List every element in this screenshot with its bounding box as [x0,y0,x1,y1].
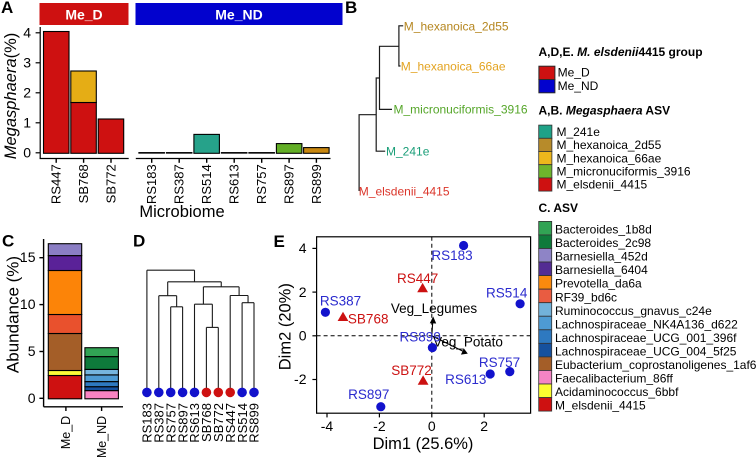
svg-text:B: B [345,0,357,17]
svg-text:RS447: RS447 [223,403,238,443]
svg-text:0: 0 [299,328,307,344]
svg-text:2: 2 [480,418,488,434]
svg-text:2: 2 [23,84,31,100]
svg-text:RS897: RS897 [175,403,190,443]
svg-text:M_hexanoica_66ae: M_hexanoica_66ae [557,151,662,165]
svg-text:RS183: RS183 [431,248,472,263]
svg-text:RS183: RS183 [140,403,155,443]
svg-text:RS183: RS183 [144,164,159,204]
svg-text:M_hexanoica_66ae: M_hexanoica_66ae [401,60,506,74]
svg-text:Veg_Legumes: Veg_Legumes [391,301,478,316]
svg-text:Bacteroides_2c98: Bacteroides_2c98 [555,236,651,250]
svg-text:Acidaminococcus_6bbf: Acidaminococcus_6bbf [555,385,679,399]
svg-text:4: 4 [299,240,307,256]
svg-text:-2: -2 [373,418,386,434]
svg-text:Dim2 (20%): Dim2 (20%) [277,283,295,370]
svg-text:A,D,E. M. elsdenii4415 group: A,D,E. M. elsdenii4415 group [539,45,703,59]
svg-text:RS387: RS387 [172,164,187,204]
svg-text:0: 0 [428,418,436,434]
svg-text:M_hexanoica_2d55: M_hexanoica_2d55 [404,19,509,33]
svg-text:RS897: RS897 [348,387,389,402]
svg-text:0: 0 [28,390,36,406]
svg-text:1: 1 [23,114,31,130]
svg-text:SB768: SB768 [76,164,91,203]
svg-text:Me_ND: Me_ND [95,416,109,457]
svg-text:M_241e: M_241e [386,145,430,159]
svg-text:M_micronuciformis_3916: M_micronuciformis_3916 [394,103,528,117]
svg-text:RS447: RS447 [397,271,438,286]
svg-text:E: E [274,232,285,251]
svg-text:RS897: RS897 [282,164,297,204]
svg-text:Megasphaera(%): Megasphaera(%) [2,33,20,160]
svg-text:RS514: RS514 [199,164,214,204]
svg-text:Barnesiella_6404: Barnesiella_6404 [555,263,648,277]
svg-text:SB772: SB772 [211,403,226,442]
svg-text:C. ASV: C. ASV [539,201,579,215]
svg-text:RS757: RS757 [163,403,178,443]
svg-text:RS899: RS899 [247,403,262,443]
svg-text:Lachnospiraceae_NK4A136_d622: Lachnospiraceae_NK4A136_d622 [555,317,738,331]
svg-text:Prevotella_da6a: Prevotella_da6a [555,277,642,291]
svg-text:Me_D: Me_D [65,6,102,22]
svg-text:-2: -2 [294,371,307,387]
svg-text:SB768: SB768 [348,311,389,326]
svg-text:Me_D: Me_D [59,416,73,449]
svg-text:RS899: RS899 [400,330,441,345]
svg-text:RS757: RS757 [254,164,269,204]
svg-text:Microbiome: Microbiome [139,203,224,221]
svg-text:-4: -4 [321,418,334,434]
svg-text:A,B. Megasphaera ASV: A,B. Megasphaera ASV [539,104,671,118]
svg-text:4: 4 [23,24,31,40]
svg-text:Me_ND: Me_ND [215,6,262,22]
svg-text:Me_ND: Me_ND [558,79,599,93]
svg-text:0: 0 [23,144,31,160]
svg-text:10: 10 [20,296,36,312]
svg-text:M_hexanoica_2d55: M_hexanoica_2d55 [557,138,662,152]
svg-text:5: 5 [28,343,36,359]
svg-text:RS514: RS514 [486,286,528,301]
svg-text:RS387: RS387 [152,403,167,443]
svg-text:Abundance (%): Abundance (%) [4,256,23,373]
svg-text:15: 15 [20,249,36,265]
svg-text:Me_D: Me_D [558,66,590,80]
svg-text:M_micronuciformis_3916: M_micronuciformis_3916 [557,165,691,179]
svg-text:Lachnospiraceae_UCG_004_5f25: Lachnospiraceae_UCG_004_5f25 [555,344,737,358]
svg-text:RS387: RS387 [320,294,361,309]
svg-text:Faecalibacterium_86ff: Faecalibacterium_86ff [555,372,674,386]
svg-text:Lachnospiraceae_UCG_001_396f: Lachnospiraceae_UCG_001_396f [555,331,737,345]
svg-text:RS613: RS613 [227,164,242,204]
svg-text:Eubacterium_coprostanoligenes_: Eubacterium_coprostanoligenes_1af6 [555,358,756,372]
svg-text:M_elsdenii_4415: M_elsdenii_4415 [359,185,450,199]
svg-text:RS613: RS613 [445,372,486,387]
svg-text:D: D [133,232,145,251]
svg-text:SB772: SB772 [391,363,432,378]
svg-text:SB768: SB768 [199,403,214,442]
svg-text:M_elsdenii_4415: M_elsdenii_4415 [555,399,646,413]
svg-text:RF39_bd6c: RF39_bd6c [555,290,617,304]
svg-text:Veg_Potato: Veg_Potato [433,334,503,349]
svg-text:RS447: RS447 [49,164,64,204]
svg-text:Bacteroides_1b8d: Bacteroides_1b8d [555,223,652,237]
svg-text:RS613: RS613 [187,403,202,443]
svg-text:C: C [2,232,14,251]
svg-text:M_241e: M_241e [557,125,601,139]
svg-text:Dim1 (25.6%): Dim1 (25.6%) [373,435,474,453]
svg-text:3: 3 [23,54,31,70]
svg-text:SB772: SB772 [104,164,119,203]
svg-text:RS514: RS514 [235,403,250,443]
svg-text:RS899: RS899 [309,164,324,204]
svg-text:Barnesiella_452d: Barnesiella_452d [555,250,648,264]
svg-text:A: A [1,0,13,17]
svg-text:2: 2 [299,284,307,300]
svg-text:RS757: RS757 [479,355,520,370]
svg-text:M_elsdenii_4415: M_elsdenii_4415 [557,178,648,192]
svg-text:Ruminococcus_gnavus_c24e: Ruminococcus_gnavus_c24e [555,304,712,318]
